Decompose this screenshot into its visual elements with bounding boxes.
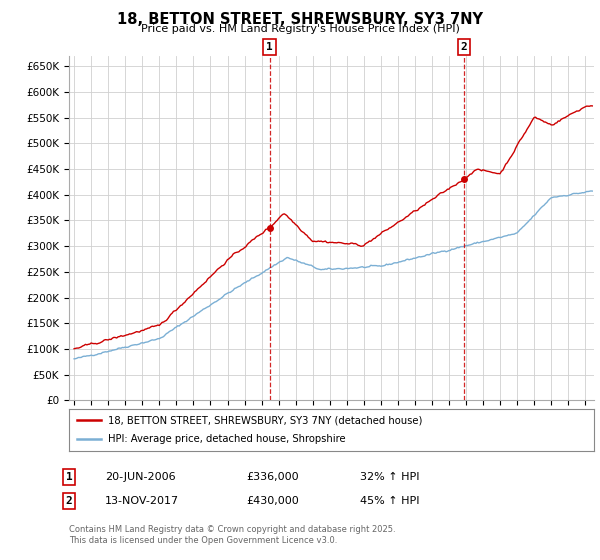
Text: Price paid vs. HM Land Registry's House Price Index (HPI): Price paid vs. HM Land Registry's House …: [140, 24, 460, 34]
Text: £430,000: £430,000: [246, 496, 299, 506]
Text: 18, BETTON STREET, SHREWSBURY, SY3 7NY: 18, BETTON STREET, SHREWSBURY, SY3 7NY: [117, 12, 483, 27]
Text: 2: 2: [65, 496, 73, 506]
Text: 18, BETTON STREET, SHREWSBURY, SY3 7NY (detached house): 18, BETTON STREET, SHREWSBURY, SY3 7NY (…: [109, 415, 423, 425]
Text: 1: 1: [266, 42, 273, 52]
Text: HPI: Average price, detached house, Shropshire: HPI: Average price, detached house, Shro…: [109, 435, 346, 445]
Text: 45% ↑ HPI: 45% ↑ HPI: [360, 496, 419, 506]
Text: £336,000: £336,000: [246, 472, 299, 482]
Text: 2: 2: [461, 42, 467, 52]
Text: 13-NOV-2017: 13-NOV-2017: [105, 496, 179, 506]
Text: 20-JUN-2006: 20-JUN-2006: [105, 472, 176, 482]
Text: Contains HM Land Registry data © Crown copyright and database right 2025.
This d: Contains HM Land Registry data © Crown c…: [69, 525, 395, 545]
Text: 32% ↑ HPI: 32% ↑ HPI: [360, 472, 419, 482]
Text: 1: 1: [65, 472, 73, 482]
